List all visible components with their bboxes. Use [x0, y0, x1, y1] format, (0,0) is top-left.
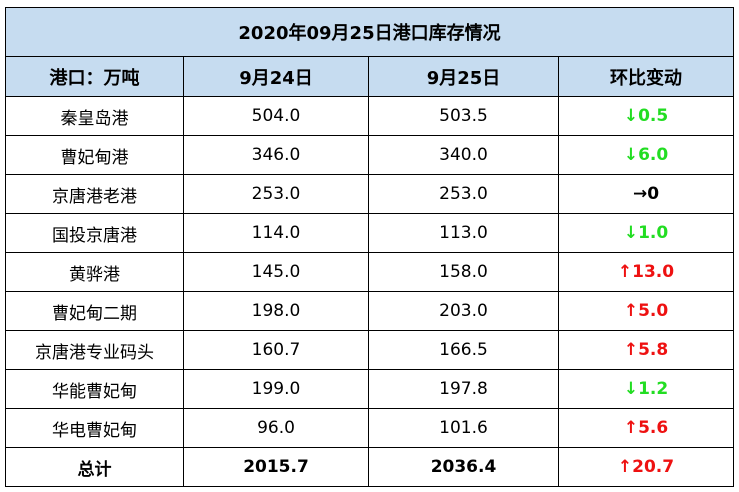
- cell: 198.0: [183, 291, 369, 331]
- data-row: 秦皇岛港 504.0 503.5 ↓0.5: [5, 96, 735, 136]
- cell: 253.0: [183, 174, 369, 214]
- inventory-table: 2020年09月25日港口库存情况 港口：万吨 9月24日 9月25日 环比变动 秦皇岛…: [4, 7, 735, 487]
- cell: 2015.7: [183, 447, 369, 487]
- cell: 503.5: [368, 96, 559, 136]
- data-row: 京唐港专业码头 160.7 166.5 ↑5.8: [5, 330, 735, 370]
- cell: 总计: [5, 447, 184, 487]
- table-title: 2020年09月25日港口库存情况: [4, 7, 735, 57]
- cell: 曹妃甸二期: [5, 291, 184, 331]
- data-row: 曹妃甸港 346.0 340.0 ↓6.0: [5, 135, 735, 175]
- cell: 华电曹妃甸: [5, 408, 184, 448]
- change-cell: →0: [557, 174, 735, 214]
- header-cell: 港口：万吨: [5, 56, 184, 97]
- change-cell: ↑13.0: [557, 252, 735, 292]
- header-cell: 环比变动: [557, 56, 735, 97]
- header-row: 港口：万吨 9月24日 9月25日 环比变动: [5, 56, 735, 97]
- change-cell: ↓6.0: [557, 135, 735, 175]
- change-cell: ↓1.0: [557, 213, 735, 253]
- cell: 145.0: [183, 252, 369, 292]
- data-row: 曹妃甸二期 198.0 203.0 ↑5.0: [5, 291, 735, 331]
- cell: 160.7: [183, 330, 369, 370]
- cell: 京唐港专业码头: [5, 330, 184, 370]
- table-body: 2020年09月25日港口库存情况 港口：万吨 9月24日 9月25日 环比变动 秦皇岛…: [4, 7, 735, 487]
- cell: 158.0: [368, 252, 559, 292]
- cell: 166.5: [368, 330, 559, 370]
- cell: 101.6: [368, 408, 559, 448]
- cell: 114.0: [183, 213, 369, 253]
- cell: 253.0: [368, 174, 559, 214]
- total-row: 总计 2015.7 2036.4 ↑20.7: [5, 447, 735, 487]
- change-cell: ↓0.5: [557, 96, 735, 136]
- cell: 华能曹妃甸: [5, 369, 184, 409]
- cell: 曹妃甸港: [5, 135, 184, 175]
- cell: 2036.4: [368, 447, 559, 487]
- cell: 504.0: [183, 96, 369, 136]
- change-cell: ↑5.0: [557, 291, 735, 331]
- header-cell: 9月24日: [183, 56, 369, 97]
- cell: 黄骅港: [5, 252, 184, 292]
- data-row: 华电曹妃甸 96.0 101.6 ↑5.6: [5, 408, 735, 448]
- cell: 199.0: [183, 369, 369, 409]
- cell: 秦皇岛港: [5, 96, 184, 136]
- data-row: 京唐港老港 253.0 253.0 →0: [5, 174, 735, 214]
- change-cell: ↑5.8: [557, 330, 735, 370]
- cell: 国投京唐港: [5, 213, 184, 253]
- data-row: 黄骅港 145.0 158.0 ↑13.0: [5, 252, 735, 292]
- title-row: 2020年09月25日港口库存情况: [4, 7, 735, 57]
- cell: 340.0: [368, 135, 559, 175]
- change-cell: ↑20.7: [557, 447, 735, 487]
- change-cell: ↓1.2: [557, 369, 735, 409]
- cell: 96.0: [183, 408, 369, 448]
- cell: 113.0: [368, 213, 559, 253]
- cell: 346.0: [183, 135, 369, 175]
- header-cell: 9月25日: [368, 56, 559, 97]
- data-row: 华能曹妃甸 199.0 197.8 ↓1.2: [5, 369, 735, 409]
- data-row: 国投京唐港 114.0 113.0 ↓1.0: [5, 213, 735, 253]
- cell: 京唐港老港: [5, 174, 184, 214]
- cell: 197.8: [368, 369, 559, 409]
- change-cell: ↑5.6: [557, 408, 735, 448]
- cell: 203.0: [368, 291, 559, 331]
